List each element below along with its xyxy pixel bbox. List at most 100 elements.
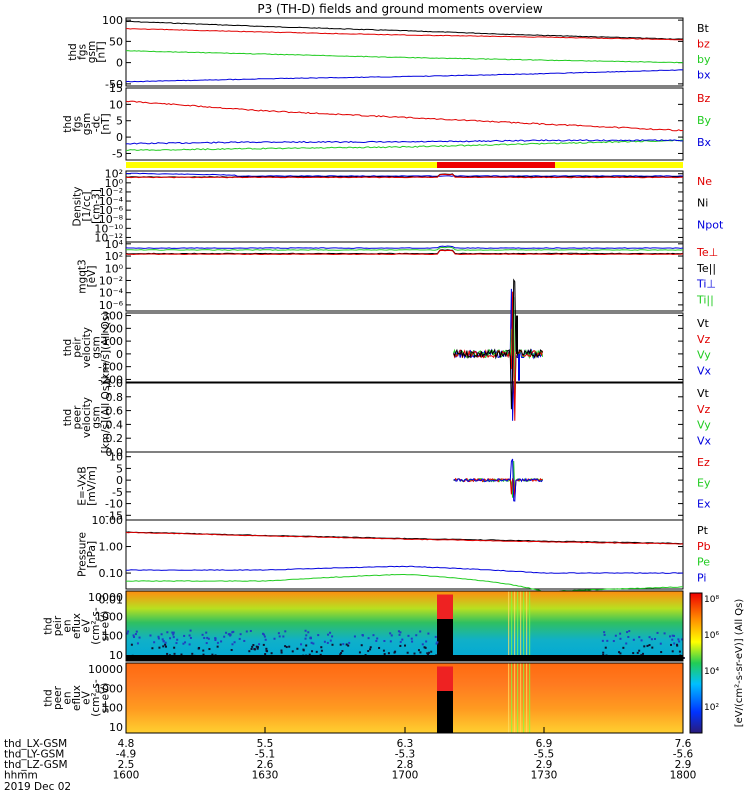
y-axis-label: velocity	[81, 397, 93, 438]
peir-spec-dot	[136, 642, 139, 645]
peir-spec-dot	[376, 637, 379, 640]
peir-spec-dot	[135, 630, 138, 633]
y-tick-label: 0.2	[106, 432, 124, 445]
peir-spec-dot	[681, 638, 684, 641]
y-tick-label: 1.00	[99, 541, 124, 554]
legend-ez: Ez	[697, 456, 710, 469]
peer-spec-stripe	[517, 663, 519, 733]
series-bz	[126, 28, 684, 41]
x-tick-label-hhmm: 1730	[531, 770, 558, 782]
peir-spec-dot	[302, 649, 305, 652]
peir-spec-dot	[208, 648, 211, 651]
peer-spec-block-top	[437, 666, 453, 691]
series-ti-perp	[125, 245, 684, 249]
peir-spec-stripe	[514, 591, 516, 661]
y-axis-label: [nPa]	[86, 541, 98, 568]
y-tick-label: 10²	[105, 250, 123, 263]
y-tick-label: 5	[116, 462, 123, 475]
peir-spec-dot	[245, 630, 248, 633]
peir-spec-dot	[255, 645, 258, 648]
peir-spec-dot	[415, 634, 418, 637]
data-lines	[125, 20, 684, 593]
x-row-label: hhmm	[4, 770, 38, 782]
peer-spec-block	[437, 691, 453, 733]
peir-spec-dot	[252, 644, 255, 647]
peir-spec-dot	[660, 651, 663, 654]
peir-spec-dot	[407, 634, 410, 637]
peir-spec-dot	[347, 644, 350, 647]
peir-spec-dot	[361, 634, 364, 637]
series-ti-par	[126, 246, 684, 251]
peir-spec-dot	[173, 646, 176, 649]
peir-spec-dot	[421, 643, 424, 646]
x-axis: 4.8-4.92.516005.5-5.12.616306.3-5.32.817…	[4, 727, 696, 793]
mode-bar	[126, 162, 683, 168]
legend-by: By	[697, 114, 712, 127]
peir-spec-dot	[262, 643, 265, 646]
peir-spec-dot	[382, 649, 385, 652]
peir-spec-dot	[369, 646, 372, 649]
peir-spec-dot	[345, 643, 348, 646]
peir-spec-dot	[300, 643, 303, 646]
peir-spec-dot	[175, 642, 178, 645]
y-axis-label: sr-eV)	[100, 611, 112, 642]
peir-spec-dot	[628, 630, 631, 633]
series-te-perp	[125, 249, 684, 256]
y-axis-label: Pressure	[76, 532, 88, 577]
peir-spec-dot	[399, 644, 402, 647]
peir-spec-dot	[304, 629, 307, 632]
y-tick-label: 0.0	[106, 446, 124, 459]
peir-spec-dot	[277, 632, 280, 635]
y-tick-label: 0.4	[106, 418, 124, 431]
peir-spec-dot	[225, 631, 228, 634]
peir-spec-dot	[383, 640, 386, 643]
peir-spec-dot	[158, 646, 161, 649]
x-tick-label-ly: -5.3	[395, 749, 416, 761]
y-tick-label: 10⁻²	[99, 274, 123, 287]
peir-spec-dot	[393, 651, 396, 654]
peir-spec-dot	[184, 641, 187, 644]
peir-spec-dot	[249, 629, 252, 632]
peir-spec-dot	[229, 634, 232, 637]
legend-vt: Vt	[697, 387, 710, 400]
peir-spec-dot	[410, 637, 413, 640]
x-tick-label-lx: 6.3	[397, 738, 414, 750]
peir-spec-dot	[642, 652, 645, 655]
peir-spec-dot	[602, 653, 605, 656]
y-tick-label: 10⁻¹²	[94, 231, 123, 244]
y-axis-label: velocity	[81, 327, 93, 368]
legend-vt: Vt	[697, 317, 710, 330]
series-bx	[125, 139, 684, 145]
y-tick-label: 300	[102, 310, 123, 323]
series-pe	[126, 565, 684, 574]
y-axis-label: [cm-3]	[91, 189, 103, 224]
y-axis-label: [km/s](All Qs)	[100, 312, 112, 384]
legend-vy: Vy	[697, 419, 711, 432]
peir-spec-dot	[157, 635, 160, 638]
peir-spec-dot	[307, 631, 310, 634]
peir-spec-dot	[164, 641, 167, 644]
peir-spec-dot	[360, 644, 363, 647]
y-tick-label: 10000	[88, 591, 123, 604]
peir-spec-dot	[172, 636, 175, 639]
peir-spec-dot	[668, 635, 671, 638]
peir-spec-dot	[161, 638, 164, 641]
panel-frame	[125, 17, 684, 87]
peir-spec-dot	[638, 649, 641, 652]
peir-spec-dot	[643, 645, 646, 648]
panel-frame	[125, 241, 684, 312]
peir-spec-dot	[214, 638, 217, 641]
peir-spec-dot	[188, 643, 191, 646]
peir-spec-dot	[401, 638, 404, 641]
series-bx	[125, 69, 684, 83]
peir-spec-dot	[606, 639, 609, 642]
peir-spec-dot	[627, 635, 630, 638]
peir-spec-dot	[320, 649, 323, 652]
y-axis-label: peir	[52, 615, 64, 636]
peir-spec-dot	[153, 641, 156, 644]
legend-ex: Ex	[697, 497, 711, 510]
peir-spec-stripe	[520, 591, 522, 661]
peir-spec-dot	[310, 641, 313, 644]
peir-spec-dot	[358, 651, 361, 654]
